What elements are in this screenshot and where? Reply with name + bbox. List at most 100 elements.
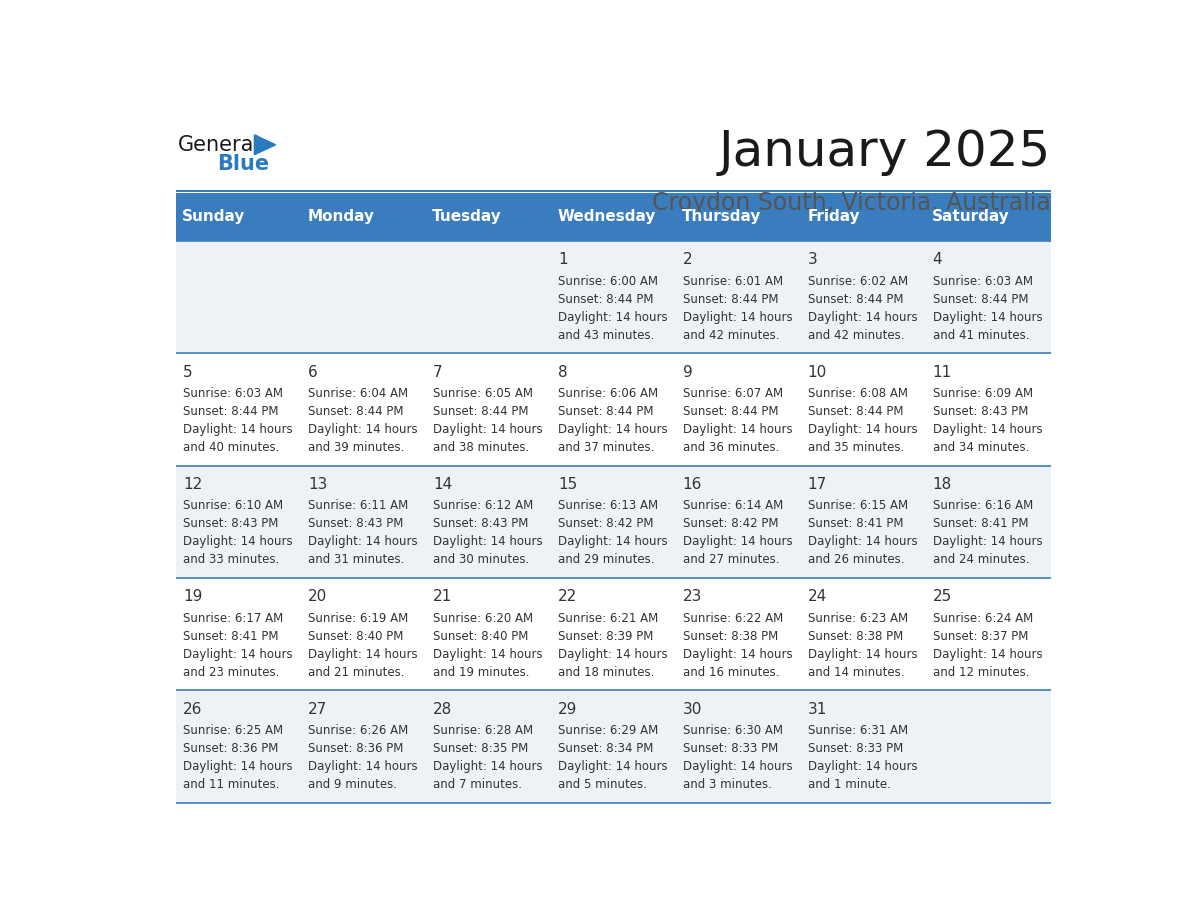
Text: Daylight: 14 hours: Daylight: 14 hours xyxy=(432,535,543,548)
FancyBboxPatch shape xyxy=(925,465,1051,578)
Text: Daylight: 14 hours: Daylight: 14 hours xyxy=(558,535,668,548)
Text: Daylight: 14 hours: Daylight: 14 hours xyxy=(933,310,1042,324)
Text: Sunset: 8:44 PM: Sunset: 8:44 PM xyxy=(933,293,1028,306)
FancyBboxPatch shape xyxy=(925,353,1051,465)
Text: Sunset: 8:41 PM: Sunset: 8:41 PM xyxy=(933,518,1028,531)
Text: Sunrise: 6:25 AM: Sunrise: 6:25 AM xyxy=(183,724,283,737)
Text: and 30 minutes.: and 30 minutes. xyxy=(432,554,529,566)
FancyBboxPatch shape xyxy=(676,465,801,578)
Text: 2: 2 xyxy=(683,252,693,267)
Text: Daylight: 14 hours: Daylight: 14 hours xyxy=(683,760,792,773)
Text: Sunset: 8:44 PM: Sunset: 8:44 PM xyxy=(808,293,903,306)
Text: Sunset: 8:43 PM: Sunset: 8:43 PM xyxy=(183,518,278,531)
Text: 22: 22 xyxy=(558,589,577,604)
FancyBboxPatch shape xyxy=(176,465,301,578)
FancyBboxPatch shape xyxy=(676,193,801,241)
Text: and 36 minutes.: and 36 minutes. xyxy=(683,441,779,454)
Text: Sunrise: 6:01 AM: Sunrise: 6:01 AM xyxy=(683,274,783,287)
FancyBboxPatch shape xyxy=(426,690,551,803)
FancyBboxPatch shape xyxy=(801,465,925,578)
Text: Sunset: 8:33 PM: Sunset: 8:33 PM xyxy=(808,742,903,756)
Text: Sunrise: 6:24 AM: Sunrise: 6:24 AM xyxy=(933,611,1032,625)
Text: 12: 12 xyxy=(183,477,202,492)
Text: Sunset: 8:42 PM: Sunset: 8:42 PM xyxy=(558,518,653,531)
Text: Daylight: 14 hours: Daylight: 14 hours xyxy=(808,760,917,773)
FancyBboxPatch shape xyxy=(676,578,801,690)
FancyBboxPatch shape xyxy=(301,193,426,241)
Text: and 23 minutes.: and 23 minutes. xyxy=(183,666,279,678)
FancyBboxPatch shape xyxy=(176,578,301,690)
Text: and 43 minutes.: and 43 minutes. xyxy=(558,329,655,341)
Text: Sunset: 8:36 PM: Sunset: 8:36 PM xyxy=(308,742,403,756)
Text: Daylight: 14 hours: Daylight: 14 hours xyxy=(308,648,417,661)
Text: Sunset: 8:44 PM: Sunset: 8:44 PM xyxy=(558,405,653,418)
Text: Sunset: 8:44 PM: Sunset: 8:44 PM xyxy=(683,405,778,418)
FancyBboxPatch shape xyxy=(676,353,801,465)
Text: and 19 minutes.: and 19 minutes. xyxy=(432,666,530,678)
Text: Sunrise: 6:08 AM: Sunrise: 6:08 AM xyxy=(808,387,908,400)
Text: Sunset: 8:43 PM: Sunset: 8:43 PM xyxy=(933,405,1028,418)
Text: and 42 minutes.: and 42 minutes. xyxy=(683,329,779,341)
Text: and 16 minutes.: and 16 minutes. xyxy=(683,666,779,678)
Text: Daylight: 14 hours: Daylight: 14 hours xyxy=(933,648,1042,661)
FancyBboxPatch shape xyxy=(925,690,1051,803)
Text: 25: 25 xyxy=(933,589,952,604)
Text: 13: 13 xyxy=(308,477,328,492)
Text: Sunrise: 6:00 AM: Sunrise: 6:00 AM xyxy=(558,274,658,287)
Polygon shape xyxy=(254,135,276,155)
Text: Sunrise: 6:05 AM: Sunrise: 6:05 AM xyxy=(432,387,533,400)
Text: and 29 minutes.: and 29 minutes. xyxy=(558,554,655,566)
Text: 28: 28 xyxy=(432,701,453,717)
FancyBboxPatch shape xyxy=(176,241,301,353)
Text: Daylight: 14 hours: Daylight: 14 hours xyxy=(183,760,292,773)
FancyBboxPatch shape xyxy=(426,353,551,465)
Text: Daylight: 14 hours: Daylight: 14 hours xyxy=(808,310,917,324)
Text: Sunrise: 6:28 AM: Sunrise: 6:28 AM xyxy=(432,724,533,737)
Text: 30: 30 xyxy=(683,701,702,717)
Text: and 41 minutes.: and 41 minutes. xyxy=(933,329,1029,341)
FancyBboxPatch shape xyxy=(426,465,551,578)
FancyBboxPatch shape xyxy=(676,241,801,353)
FancyBboxPatch shape xyxy=(925,193,1051,241)
Text: 23: 23 xyxy=(683,589,702,604)
Text: 21: 21 xyxy=(432,589,453,604)
Text: Sunrise: 6:20 AM: Sunrise: 6:20 AM xyxy=(432,611,533,625)
Text: Monday: Monday xyxy=(308,209,374,224)
Text: Sunset: 8:33 PM: Sunset: 8:33 PM xyxy=(683,742,778,756)
Text: Sunrise: 6:03 AM: Sunrise: 6:03 AM xyxy=(183,387,283,400)
Text: Wednesday: Wednesday xyxy=(557,209,656,224)
Text: and 9 minutes.: and 9 minutes. xyxy=(308,778,397,791)
FancyBboxPatch shape xyxy=(301,465,426,578)
Text: Sunset: 8:40 PM: Sunset: 8:40 PM xyxy=(308,630,403,643)
FancyBboxPatch shape xyxy=(176,690,301,803)
FancyBboxPatch shape xyxy=(426,241,551,353)
Text: Daylight: 14 hours: Daylight: 14 hours xyxy=(308,423,417,436)
Text: and 21 minutes.: and 21 minutes. xyxy=(308,666,404,678)
Text: Daylight: 14 hours: Daylight: 14 hours xyxy=(808,535,917,548)
Text: and 40 minutes.: and 40 minutes. xyxy=(183,441,279,454)
FancyBboxPatch shape xyxy=(301,241,426,353)
Text: Daylight: 14 hours: Daylight: 14 hours xyxy=(558,423,668,436)
Text: 11: 11 xyxy=(933,364,952,379)
FancyBboxPatch shape xyxy=(176,193,301,241)
Text: Sunset: 8:44 PM: Sunset: 8:44 PM xyxy=(808,405,903,418)
Text: 17: 17 xyxy=(808,477,827,492)
Text: Daylight: 14 hours: Daylight: 14 hours xyxy=(808,648,917,661)
Text: Sunset: 8:41 PM: Sunset: 8:41 PM xyxy=(183,630,278,643)
Text: Sunrise: 6:23 AM: Sunrise: 6:23 AM xyxy=(808,611,908,625)
Text: 15: 15 xyxy=(558,477,577,492)
FancyBboxPatch shape xyxy=(925,578,1051,690)
Text: Sunset: 8:42 PM: Sunset: 8:42 PM xyxy=(683,518,778,531)
Text: Sunrise: 6:02 AM: Sunrise: 6:02 AM xyxy=(808,274,908,287)
FancyBboxPatch shape xyxy=(801,241,925,353)
FancyBboxPatch shape xyxy=(176,353,301,465)
Text: Sunrise: 6:10 AM: Sunrise: 6:10 AM xyxy=(183,499,283,512)
FancyBboxPatch shape xyxy=(426,193,551,241)
Text: Croydon South, Victoria, Australia: Croydon South, Victoria, Australia xyxy=(652,192,1051,216)
Text: 8: 8 xyxy=(558,364,568,379)
Text: Sunrise: 6:19 AM: Sunrise: 6:19 AM xyxy=(308,611,409,625)
Text: Daylight: 14 hours: Daylight: 14 hours xyxy=(558,760,668,773)
Text: Daylight: 14 hours: Daylight: 14 hours xyxy=(183,648,292,661)
Text: Daylight: 14 hours: Daylight: 14 hours xyxy=(933,535,1042,548)
Text: 31: 31 xyxy=(808,701,827,717)
